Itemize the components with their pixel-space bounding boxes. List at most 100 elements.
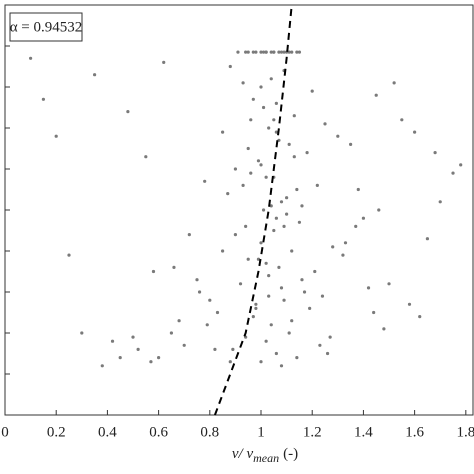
point [131,335,135,339]
point [277,265,281,269]
x-tick-label: 0 [1,424,9,440]
point [249,118,253,122]
x-tick-label: 1.6 [405,424,424,440]
point [300,204,304,208]
x-label-main: v/ v [232,446,254,462]
point [264,339,268,343]
point [149,360,153,364]
point [310,89,314,93]
point [295,187,299,192]
point [195,278,199,282]
point [292,114,296,118]
x-tick-label: 1 [257,424,265,440]
annotation-box [9,12,83,42]
point [287,331,291,335]
point [407,302,412,306]
point [274,216,278,220]
point [203,179,207,183]
point [279,200,284,204]
point [267,274,271,278]
point [272,50,276,54]
point [295,50,299,54]
point [118,356,122,360]
point [254,302,258,306]
point [282,50,286,54]
point [320,294,325,298]
point [433,151,437,155]
point [172,265,176,269]
point [274,351,278,356]
point [241,81,245,85]
point [279,286,284,290]
point [269,50,273,54]
point [277,50,281,54]
point [256,159,261,163]
x-tick-label: 0.2 [47,424,66,440]
point [267,126,271,130]
point [272,118,276,122]
point [366,286,371,290]
point [144,155,148,159]
point [361,216,366,220]
point [205,323,209,327]
point [244,50,248,54]
point [341,253,345,257]
point [269,77,273,81]
point [382,327,386,331]
point [290,319,294,323]
x-tick-label: 0.8 [200,424,219,440]
point [259,163,263,167]
point [228,360,232,364]
point [241,183,245,187]
point [297,220,302,224]
fit-curve [213,4,293,416]
point [331,245,335,249]
point [208,298,212,302]
point [302,290,307,294]
point [372,310,376,315]
point [269,204,273,208]
point [233,167,238,171]
point [282,298,286,302]
point [110,339,115,343]
point [221,130,225,134]
point [221,249,225,253]
point [392,81,396,85]
points [29,50,463,368]
x-label-unit: (-) [283,446,298,462]
point [438,200,442,204]
point [285,212,289,216]
point [259,50,263,54]
point [377,208,381,212]
point [313,269,317,274]
point [251,315,255,319]
point [300,278,304,282]
x-tick-label: 0.6 [149,424,168,440]
point [54,134,58,138]
point [323,122,327,126]
point [387,282,391,286]
point [356,187,360,192]
point [451,171,455,175]
point [413,130,417,134]
point [264,261,268,265]
point [328,335,332,339]
point [261,105,266,110]
point [297,50,302,54]
point [274,101,278,105]
point [287,142,291,146]
point [269,323,273,327]
point [215,310,220,315]
point [136,347,140,351]
point [308,306,312,310]
point [315,183,319,187]
point [418,315,422,319]
point [187,233,191,237]
point [246,146,250,151]
x-tick-label: 1.8 [456,424,474,440]
point [290,249,294,253]
x-tick-label: 0.4 [98,424,117,440]
point [67,253,71,257]
